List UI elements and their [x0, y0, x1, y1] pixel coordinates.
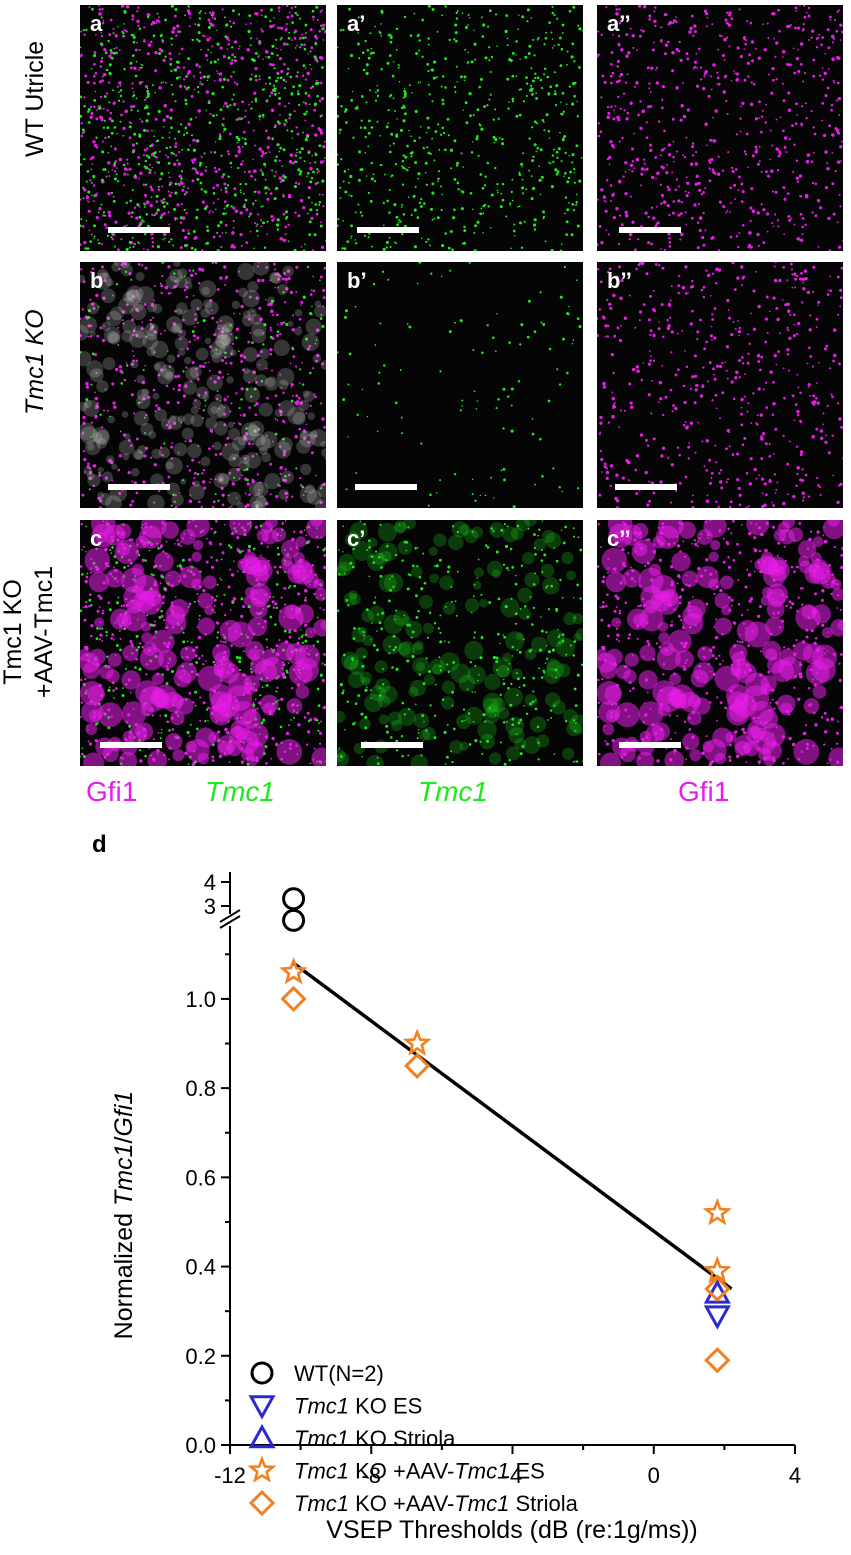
scale-bar: [619, 742, 681, 748]
data-point: [280, 985, 307, 1013]
y-tick-label: 0.2: [185, 1344, 216, 1369]
y-tick-label: 0.8: [185, 1076, 216, 1101]
legend-marker: [247, 1455, 277, 1483]
y-tick-label-upper: 4: [204, 870, 216, 895]
panel-c-tmc1: c’: [337, 520, 583, 766]
scale-bar: [108, 484, 170, 490]
micrograph-gfi1: [597, 520, 843, 766]
y-tick-label: 0.0: [185, 1433, 216, 1458]
micrograph-tmc1: [337, 520, 583, 766]
chart-axes: -12 -8 -4 0 40.00.20.40.60.81.034: [185, 870, 801, 1488]
fit-line-group: [292, 961, 733, 1291]
legend-label: Tmc1 KO +AAV-Tmc1 Striola: [294, 1491, 579, 1516]
panel-b-merge: b: [80, 262, 326, 508]
axis-break-mark: [219, 909, 241, 923]
panel-c-merge: c: [80, 520, 326, 766]
panel-a-tmc1: a’: [337, 5, 583, 251]
row-label-wt-utricle: WT Utricle: [21, 40, 49, 157]
legend-marker: [250, 1361, 274, 1385]
panel-a-gfi1: a’’: [597, 5, 843, 251]
panel-label-a1: a’: [347, 11, 366, 36]
legend-marker: [248, 1489, 276, 1517]
micrograph-tmc1: [337, 262, 582, 508]
y-tick-label: 0.6: [185, 1165, 216, 1190]
panel-label-d: d: [92, 831, 107, 858]
x-tick-label: 0: [648, 1463, 660, 1488]
x-axis-label: VSEP Thresholds (dB (re:1g/ms)): [326, 1516, 697, 1544]
data-point: [282, 908, 306, 932]
scale-bar: [108, 227, 170, 233]
micrograph-merge: [80, 262, 326, 508]
row-label-tmc1-ko: Tmc1 KO: [21, 309, 49, 415]
x-tick-label: -4: [503, 1463, 523, 1488]
data-point: [704, 1275, 731, 1302]
scale-bar: [615, 484, 677, 490]
data-point: [704, 1347, 731, 1374]
fit-line: [292, 961, 733, 1291]
micrograph-tmc1: [337, 5, 583, 251]
legend-label: Tmc1 KO ES: [294, 1394, 422, 1419]
panel-label-a: a: [90, 11, 103, 36]
panel-label-b: b: [90, 268, 104, 293]
data-point: [703, 1305, 731, 1330]
y-tick-label-upper: 3: [204, 894, 216, 919]
scale-bar: [357, 227, 419, 233]
legend-label: Tmc1 KO Striola: [294, 1426, 456, 1451]
row-label-tmc1-ko-aav: Tmc1 KO +AAV-Tmc1: [0, 565, 58, 699]
scale-bar: [619, 227, 681, 233]
scale-bar: [361, 742, 423, 748]
channel-label-tmc1: Tmc1: [418, 776, 488, 807]
legend: WT(N=2) Tmc1 KO ES Tmc1 KO Striola Tmc1 KO …: [247, 1361, 579, 1517]
channel-label-tmc1: Tmc1: [205, 776, 275, 807]
legend-marker: [248, 1395, 276, 1420]
axis-break-mark: [219, 915, 241, 929]
data-point: [702, 1197, 732, 1226]
panel-label-b2: b’’: [607, 268, 632, 293]
panel-b-tmc1: b’: [337, 262, 583, 508]
micrograph-merge: [80, 520, 326, 766]
scale-bar: [100, 742, 162, 748]
y-tick-label: 0.4: [185, 1255, 216, 1280]
y-axis-label: Normalized Tmc1/Gfi1: [110, 1091, 138, 1340]
panel-a-merge: a: [80, 5, 326, 251]
legend-label: Tmc1 KO +AAV-Tmc1 ES: [294, 1459, 545, 1484]
legend-marker: [248, 1423, 276, 1449]
micrograph-gfi1: [597, 5, 843, 251]
channel-label-gfi1: Gfi1: [678, 776, 730, 807]
panel-label-b1: b’: [347, 268, 367, 293]
x-tick-label: 4: [789, 1463, 801, 1488]
y-tick-label: 1.0: [185, 987, 216, 1012]
x-tick-label: -8: [361, 1463, 381, 1488]
micrograph-merge: [80, 5, 326, 251]
data-point: [404, 1052, 431, 1079]
scale-bar: [355, 484, 417, 490]
scatter-chart: d -12 -8 -4 0 40.00.20.40.60.81.034 WT(N=2)T…: [92, 831, 801, 1544]
panel-b-gfi1: b’’: [597, 262, 843, 508]
panel-label-a2: a’’: [607, 11, 631, 36]
panel-label-c1: c’: [347, 526, 366, 551]
data-point: [703, 1279, 731, 1304]
data-point: [279, 956, 308, 985]
panel-label-c: c: [90, 526, 103, 551]
data-point: [282, 887, 306, 911]
legend-label: WT(N=2): [294, 1361, 384, 1386]
chart-marks: [279, 887, 732, 1374]
x-tick-label: -12: [214, 1463, 246, 1488]
panel-label-c2: c’’: [607, 526, 631, 551]
data-point: [402, 1028, 432, 1056]
micrograph-gfi1: [597, 262, 843, 508]
panel-c-gfi1: c’’: [597, 520, 843, 766]
channel-label-gfi1: Gfi1: [86, 776, 138, 807]
